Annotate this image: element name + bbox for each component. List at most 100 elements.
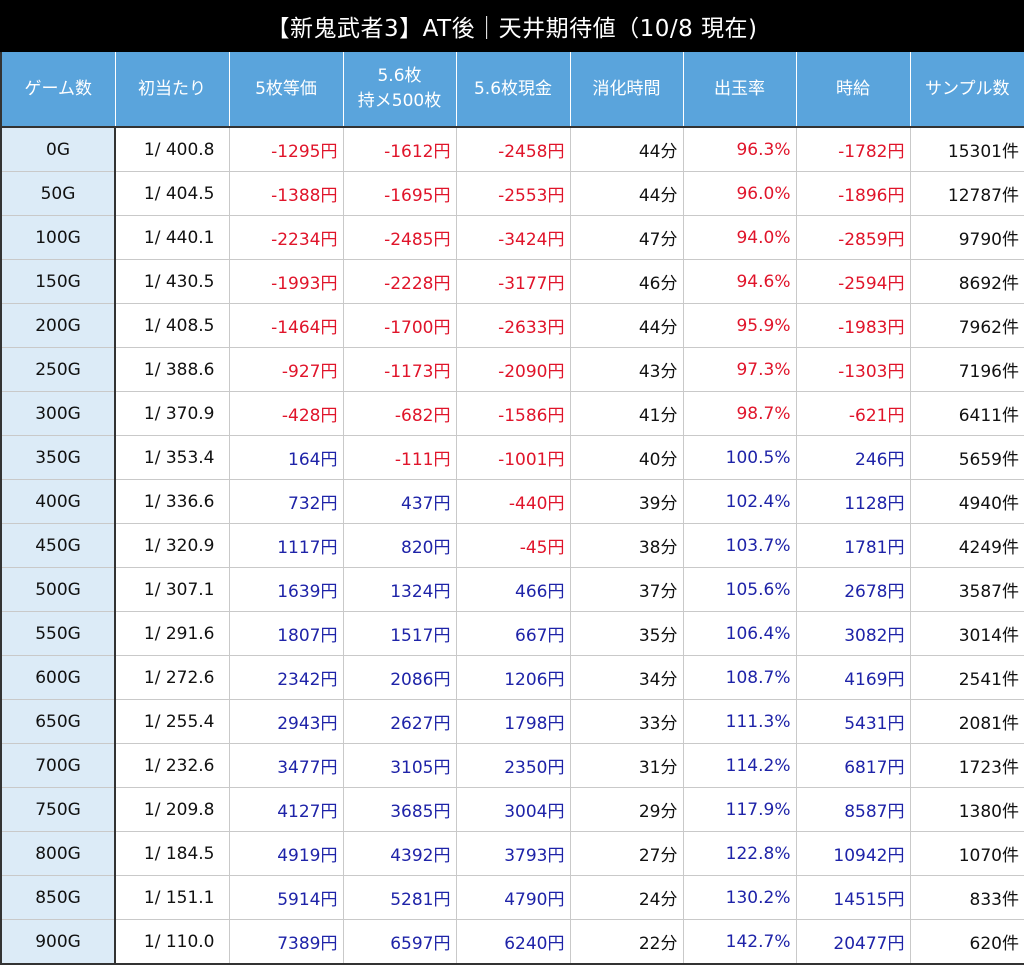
cell-sample-count: 2081件: [909, 699, 1024, 744]
cell-game-count: 300G: [1, 391, 116, 436]
cell-5-6-coin-cash: 2350円: [455, 743, 571, 788]
cell-5-6-coin-cash: 466円: [455, 567, 571, 612]
expected-value-table: ゲーム数 初当たり 5枚等価 5.6枚 持メ500枚 5.6枚現金 消化時間 出…: [0, 52, 1024, 965]
table-row: 150G 1/ 430.5 -1993円 -2228円 -3177円 46分 94.6% -2…: [1, 259, 1024, 304]
table-row: 850G 1/ 151.1 5914円 5281円 4790円 24分 130.2% 1451…: [1, 875, 1024, 920]
cell-payout-rate: 111.3%: [682, 699, 797, 744]
cell-payout-rate: 100.5%: [682, 435, 797, 480]
cell-hourly-wage: 1128円: [795, 479, 911, 524]
cell-sample-count: 1380件: [909, 787, 1024, 832]
cell-hourly-wage: -2859円: [795, 215, 911, 260]
cell-play-time: 44分: [569, 126, 684, 172]
table-row: 200G 1/ 408.5 -1464円 -1700円 -2633円 44分 95.9% -1…: [1, 303, 1024, 348]
cell-payout-rate: 102.4%: [682, 479, 797, 524]
table-row: 550G 1/ 291.6 1807円 1517円 667円 35分 106.4% 3082円…: [1, 611, 1024, 656]
cell-play-time: 44分: [569, 303, 684, 348]
header-payout-rate: 出玉率: [682, 52, 797, 128]
cell-5-coin-equal: 4127円: [228, 787, 344, 832]
cell-hourly-wage: 246円: [795, 435, 911, 480]
cell-play-time: 38分: [569, 523, 684, 568]
cell-sample-count: 1070件: [909, 831, 1024, 876]
cell-5-6-coin-500-held: -1695円: [342, 171, 457, 216]
table-row: 300G 1/ 370.9 -428円 -682円 -1586円 41分 98.7% -621…: [1, 391, 1024, 436]
header-first-hit: 初当たり: [114, 52, 230, 128]
header-hourly-wage: 時給: [795, 52, 911, 128]
cell-play-time: 40分: [569, 435, 684, 480]
header-game-count: ゲーム数: [1, 52, 116, 128]
cell-5-coin-equal: -428円: [228, 391, 344, 436]
cell-5-6-coin-cash: 1206円: [455, 655, 571, 700]
cell-payout-rate: 96.3%: [682, 126, 797, 172]
cell-play-time: 43分: [569, 347, 684, 392]
cell-play-time: 47分: [569, 215, 684, 260]
cell-sample-count: 5659件: [909, 435, 1024, 480]
cell-game-count: 850G: [1, 875, 116, 920]
table-row: 100G 1/ 440.1 -2234円 -2485円 -3424円 47分 94.0% -2…: [1, 215, 1024, 260]
cell-play-time: 31分: [569, 743, 684, 788]
cell-5-coin-equal: -1295円: [228, 126, 344, 172]
cell-hourly-wage: -1896円: [795, 171, 911, 216]
header-5-6-coin-500-held: 5.6枚 持メ500枚: [342, 52, 457, 128]
cell-sample-count: 7196件: [909, 347, 1024, 392]
cell-5-6-coin-500-held: 4392円: [342, 831, 457, 876]
cell-payout-rate: 117.9%: [682, 787, 797, 832]
cell-play-time: 29分: [569, 787, 684, 832]
header-5-6-coin-cash: 5.6枚現金: [455, 52, 571, 128]
cell-play-time: 41分: [569, 391, 684, 436]
table-row: 750G 1/ 209.8 4127円 3685円 3004円 29分 117.9% 8587…: [1, 787, 1024, 832]
cell-5-coin-equal: -1464円: [228, 303, 344, 348]
cell-5-6-coin-cash: -3424円: [455, 215, 571, 260]
cell-sample-count: 3587件: [909, 567, 1024, 612]
cell-5-6-coin-500-held: 1517円: [342, 611, 457, 656]
table-row: 500G 1/ 307.1 1639円 1324円 466円 37分 105.6% 2678円…: [1, 567, 1024, 612]
cell-payout-rate: 95.9%: [682, 303, 797, 348]
cell-5-coin-equal: 5914円: [228, 875, 344, 920]
cell-5-6-coin-500-held: -682円: [342, 391, 457, 436]
cell-first-hit: 1/ 408.5: [114, 303, 230, 348]
cell-first-hit: 1/ 400.8: [114, 126, 230, 172]
cell-sample-count: 4249件: [909, 523, 1024, 568]
cell-5-coin-equal: 732円: [228, 479, 344, 524]
cell-5-coin-equal: -1388円: [228, 171, 344, 216]
cell-5-6-coin-cash: -2633円: [455, 303, 571, 348]
cell-5-6-coin-cash: -1001円: [455, 435, 571, 480]
cell-5-coin-equal: 7389円: [228, 919, 344, 964]
cell-sample-count: 1723件: [909, 743, 1024, 788]
cell-play-time: 37分: [569, 567, 684, 612]
cell-sample-count: 3014件: [909, 611, 1024, 656]
cell-5-coin-equal: 3477円: [228, 743, 344, 788]
cell-first-hit: 1/ 209.8: [114, 787, 230, 832]
cell-game-count: 700G: [1, 743, 116, 788]
cell-5-coin-equal: 4919円: [228, 831, 344, 876]
cell-5-6-coin-500-held: 3105円: [342, 743, 457, 788]
table-header-row: ゲーム数 初当たり 5枚等価 5.6枚 持メ500枚 5.6枚現金 消化時間 出…: [1, 52, 1024, 128]
cell-game-count: 350G: [1, 435, 116, 480]
cell-5-coin-equal: 2342円: [228, 655, 344, 700]
cell-first-hit: 1/ 320.9: [114, 523, 230, 568]
cell-play-time: 35分: [569, 611, 684, 656]
cell-payout-rate: 142.7%: [682, 919, 797, 964]
cell-5-coin-equal: 1639円: [228, 567, 344, 612]
cell-5-coin-equal: 164円: [228, 435, 344, 480]
cell-game-count: 550G: [1, 611, 116, 656]
cell-game-count: 50G: [1, 171, 116, 216]
cell-5-coin-equal: -2234円: [228, 215, 344, 260]
cell-hourly-wage: 8587円: [795, 787, 911, 832]
cell-hourly-wage: 6817円: [795, 743, 911, 788]
cell-first-hit: 1/ 336.6: [114, 479, 230, 524]
cell-hourly-wage: 3082円: [795, 611, 911, 656]
cell-5-6-coin-500-held: -2228円: [342, 259, 457, 304]
cell-game-count: 500G: [1, 567, 116, 612]
cell-sample-count: 12787件: [909, 171, 1024, 216]
cell-sample-count: 2541件: [909, 655, 1024, 700]
cell-first-hit: 1/ 370.9: [114, 391, 230, 436]
table-row: 600G 1/ 272.6 2342円 2086円 1206円 34分 108.7% 4169…: [1, 655, 1024, 700]
cell-hourly-wage: -1782円: [795, 126, 911, 172]
cell-5-6-coin-cash: -2458円: [455, 126, 571, 172]
table-row: 50G 1/ 404.5 -1388円 -1695円 -2553円 44分 96.0% -18…: [1, 171, 1024, 216]
cell-play-time: 46分: [569, 259, 684, 304]
cell-sample-count: 15301件: [909, 126, 1024, 172]
cell-payout-rate: 114.2%: [682, 743, 797, 788]
cell-first-hit: 1/ 184.5: [114, 831, 230, 876]
cell-hourly-wage: 5431円: [795, 699, 911, 744]
